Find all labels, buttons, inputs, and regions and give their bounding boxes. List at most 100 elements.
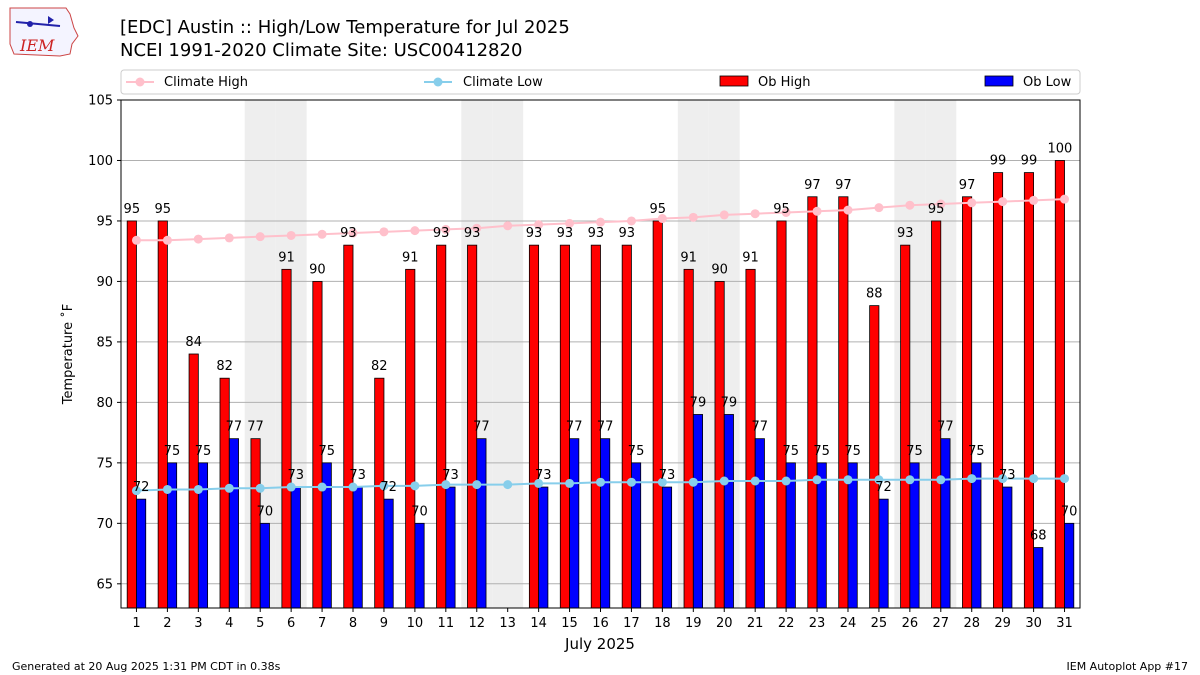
climate-low-point <box>843 475 853 485</box>
ob-high-label: 91 <box>278 250 295 265</box>
climate-low-point <box>255 483 265 493</box>
ob-low-label: 73 <box>288 468 305 483</box>
climate-low-point <box>936 475 946 485</box>
ob-low-bar <box>940 438 951 609</box>
x-tick-label: 5 <box>256 616 264 631</box>
climate-low-point <box>688 477 698 487</box>
climate-high-point <box>534 220 544 230</box>
x-tick-label: 19 <box>685 616 702 631</box>
x-tick-label: 14 <box>530 616 547 631</box>
climate-low-point <box>472 480 482 490</box>
climate-low-point <box>410 481 420 491</box>
ob-low-label: 75 <box>906 444 923 459</box>
climate-high-point <box>596 217 605 227</box>
climate-high-point <box>719 210 729 220</box>
y-axis-label: Temperature ˚F <box>60 304 76 405</box>
footer-generated: Generated at 20 Aug 2025 1:31 PM CDT in … <box>12 660 281 673</box>
ob-high-label: 97 <box>835 178 852 193</box>
ob-low-bar <box>383 498 394 609</box>
climate-high-point <box>688 212 698 222</box>
climate-low-point <box>131 486 141 496</box>
ob-high-bar <box>683 268 694 609</box>
ob-low-label: 75 <box>195 444 212 459</box>
ob-low-label: 75 <box>813 444 830 459</box>
chart-subtitle: NCEI 1991-2020 Climate Site: USC00412820 <box>120 40 523 61</box>
weekend-shade <box>492 100 524 608</box>
climate-low-point <box>657 477 667 487</box>
x-tick-label: 12 <box>468 616 485 631</box>
ob-low-bar <box>197 462 209 609</box>
ob-high-label: 93 <box>619 226 636 241</box>
climate-low-point <box>565 478 575 488</box>
iem-logo: IEM <box>9 7 79 57</box>
ob-high-bar <box>621 244 632 609</box>
legend-ob-high: Ob High <box>719 75 811 90</box>
ob-high-bar <box>931 220 942 609</box>
x-tick-label: 8 <box>349 616 357 631</box>
ob-high-label: 93 <box>464 226 481 241</box>
y-tick-label: 100 <box>88 154 113 169</box>
x-tick-label: 1 <box>132 616 140 631</box>
ob-high-label: 91 <box>680 250 697 265</box>
ob-high-label: 97 <box>804 178 821 193</box>
x-tick-label: 6 <box>287 616 295 631</box>
climate-high-point <box>565 218 575 228</box>
ob-low-bar <box>971 462 982 609</box>
x-tick-label: 13 <box>499 616 516 631</box>
ob-high-bar <box>992 172 1004 609</box>
ob-high-bar <box>776 220 787 609</box>
ob-low-label: 77 <box>752 420 769 435</box>
ob-low-label: 77 <box>566 420 583 435</box>
ob-high-bar <box>962 196 973 609</box>
ob-low-bar <box>816 462 827 609</box>
x-tick-label: 29 <box>994 616 1011 631</box>
climate-high-point <box>224 233 234 243</box>
ob-high-bar <box>807 196 818 609</box>
climate-low-point <box>781 476 791 486</box>
ob-low-label: 77 <box>597 420 614 435</box>
climate-high-point <box>812 206 822 216</box>
ob-high-label: 93 <box>433 226 450 241</box>
climate-high-point <box>131 235 141 245</box>
climate-low-point <box>750 476 760 486</box>
climate-high-point <box>317 229 327 239</box>
x-tick-label: 30 <box>1025 616 1042 631</box>
ob-low-label: 75 <box>844 444 861 459</box>
ob-high-bar <box>869 305 880 609</box>
ob-low-bar <box>754 438 765 609</box>
ob-high-bar <box>714 281 725 609</box>
x-tick-label: 7 <box>318 616 326 631</box>
ob-low-label: 77 <box>473 420 490 435</box>
ob-high-label: 99 <box>1021 154 1038 169</box>
ob-high-bar <box>219 377 230 609</box>
ob-low-label: 73 <box>535 468 552 483</box>
y-tick-label: 90 <box>96 275 113 290</box>
chart-title: [EDC] Austin :: High/Low Temperature for… <box>120 17 570 38</box>
ob-high-label: 99 <box>990 154 1007 169</box>
climate-high-point <box>379 227 389 237</box>
ob-low-label: 73 <box>442 468 459 483</box>
ob-high-bar <box>126 220 137 609</box>
ob-low-label: 72 <box>133 480 150 495</box>
x-tick-label: 21 <box>747 616 764 631</box>
x-tick-label: 26 <box>902 616 919 631</box>
x-tick-label: 9 <box>380 616 388 631</box>
ob-low-bar <box>136 498 147 609</box>
climate-high-point <box>503 221 513 231</box>
ob-low-label: 70 <box>257 504 274 519</box>
climate-low-point <box>719 476 729 486</box>
climate-high-point <box>472 223 482 233</box>
legend-climate-high-label: Climate High <box>164 75 248 90</box>
ob-low-label: 72 <box>875 480 892 495</box>
climate-low-point <box>503 480 513 490</box>
legend-climate-low-label: Climate Low <box>463 75 543 90</box>
ob-low-bar <box>228 438 239 609</box>
climate-low-point <box>596 477 605 487</box>
climate-low-point <box>874 475 884 485</box>
climate-high-point <box>410 226 420 236</box>
legend-ob-high-label: Ob High <box>758 75 811 90</box>
ob-high-label: 84 <box>185 335 202 350</box>
ob-low-bar <box>1033 547 1044 609</box>
ob-low-bar <box>600 438 611 609</box>
legend-climate-low: Climate Low <box>424 75 543 90</box>
